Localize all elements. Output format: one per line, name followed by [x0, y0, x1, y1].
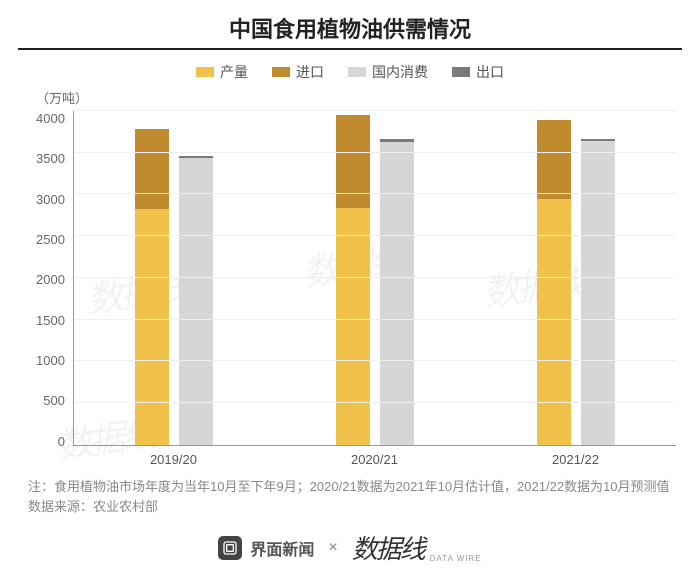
chart-title: 中国食用植物油供需情况	[18, 0, 682, 50]
bar-segment	[179, 156, 213, 158]
legend-swatch	[452, 67, 470, 77]
legend-swatch	[272, 67, 290, 77]
legend-swatch	[196, 67, 214, 77]
gridline	[74, 235, 676, 236]
bar	[581, 139, 615, 445]
brand-jiemian-label: 界面新闻	[250, 536, 314, 560]
gridline	[74, 319, 676, 320]
gridline	[74, 152, 676, 153]
brand-datawire-cn: 数据线	[352, 529, 424, 566]
x-tick-label: 2019/20	[73, 452, 274, 467]
plot-wrap: 数据线 数据线 数据线 数据线 2019/202020/212021/22	[73, 111, 676, 467]
bar	[135, 129, 169, 444]
y-tick-label: 500	[43, 393, 65, 408]
chart-area: 4000 3500 3000 2500 2000 1500 1000 500 0 数据线 数据线…	[0, 107, 700, 467]
legend-label: 进口	[296, 62, 324, 82]
footer-separator: ×	[328, 539, 337, 557]
y-tick-label: 1000	[36, 353, 65, 368]
y-axis-label: （万吨）	[0, 88, 700, 107]
x-axis: 2019/202020/212021/22	[73, 446, 676, 467]
brand-jiemian: 界面新闻	[218, 536, 314, 560]
legend: 产量 进口 国内消费 出口	[0, 60, 700, 88]
bar-segment	[581, 139, 615, 142]
gridline	[74, 110, 676, 111]
y-tick-label: 4000	[36, 111, 65, 126]
legend-item: 国内消费	[348, 62, 428, 82]
y-axis: 4000 3500 3000 2500 2000 1500 1000 500 0	[36, 111, 73, 467]
bar-segment	[135, 129, 169, 209]
footer: 界面新闻 × 数据线 DATA WIRE	[0, 517, 700, 580]
brand-datawire-en: DATA WIRE	[430, 554, 482, 566]
y-tick-label: 0	[58, 434, 65, 449]
bar-group	[74, 111, 275, 445]
bar-group	[475, 111, 676, 445]
legend-label: 出口	[476, 62, 504, 82]
legend-label: 国内消费	[372, 62, 428, 82]
note-line-2: 数据来源：农业农村部	[28, 497, 672, 517]
note-line-1: 注：食用植物油市场年度为当年10月至下年9月；2020/21数据为2021年10…	[28, 477, 672, 497]
y-tick-label: 3000	[36, 192, 65, 207]
plot: 数据线 数据线 数据线 数据线	[73, 111, 676, 446]
gridline	[74, 360, 676, 361]
chart-notes: 注：食用植物油市场年度为当年10月至下年9月；2020/21数据为2021年10…	[0, 467, 700, 517]
y-tick-label: 2000	[36, 272, 65, 287]
bar-segment	[380, 139, 414, 142]
y-tick-label: 2500	[36, 232, 65, 247]
x-tick-label: 2021/22	[475, 452, 676, 467]
bar-segment	[581, 141, 615, 445]
y-tick-label: 3500	[36, 151, 65, 166]
bar-segment	[537, 120, 571, 198]
bar-segment	[336, 208, 370, 445]
bar-segment	[380, 142, 414, 445]
legend-item: 进口	[272, 62, 324, 82]
bar	[537, 120, 571, 445]
bar	[380, 139, 414, 444]
chart-card: 中国食用植物油供需情况 产量 进口 国内消费 出口 （万吨） 4000 3500 3000…	[0, 0, 700, 580]
bar-segment	[135, 209, 169, 444]
legend-item: 产量	[196, 62, 248, 82]
legend-label: 产量	[220, 62, 248, 82]
bar-group	[275, 111, 476, 445]
bar-groups	[74, 111, 676, 445]
brand-datawire: 数据线 DATA WIRE	[352, 529, 482, 566]
gridline	[74, 277, 676, 278]
brand-jiemian-icon	[218, 536, 242, 560]
gridline	[74, 402, 676, 403]
y-tick-label: 1500	[36, 313, 65, 328]
legend-swatch	[348, 67, 366, 77]
gridline	[74, 193, 676, 194]
legend-item: 出口	[452, 62, 504, 82]
bar	[336, 115, 370, 445]
x-tick-label: 2020/21	[274, 452, 475, 467]
